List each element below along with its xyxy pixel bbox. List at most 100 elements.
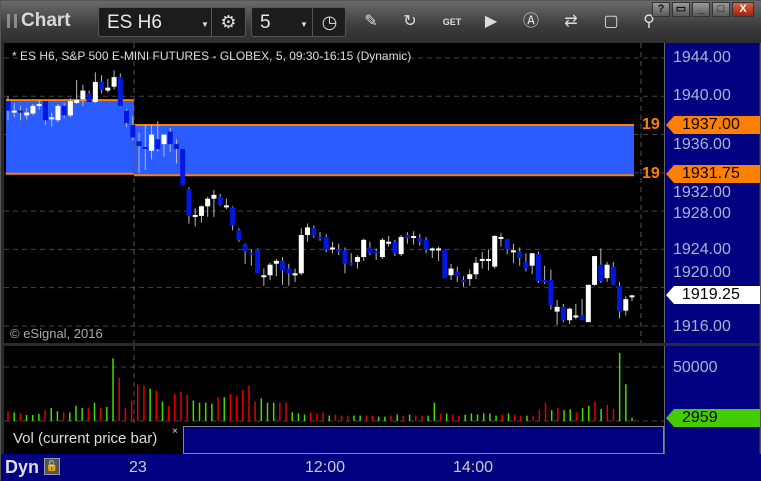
candle-body (629, 295, 635, 298)
candle-body (379, 239, 385, 258)
price-label: 1932.00 (673, 184, 731, 201)
candle-body (473, 262, 479, 275)
candle-body (117, 77, 123, 106)
candle-body (354, 257, 360, 262)
candle-body (74, 100, 80, 103)
candle-body (217, 196, 223, 205)
candle-body (485, 258, 491, 261)
chevron-down-icon: ▼ (201, 20, 209, 29)
candle-body (579, 315, 585, 321)
candle-body (61, 105, 67, 116)
price-axis[interactable]: 1944.00 1940.00 1936.00 1932.00 1928.00 … (664, 43, 760, 343)
candle-body (398, 236, 404, 255)
candle-body (86, 93, 92, 103)
price-label: 1944.00 (673, 49, 731, 66)
candle-body (342, 250, 348, 264)
candle-body (329, 247, 335, 250)
maximize-button[interactable]: □ (712, 2, 730, 17)
candle-body (542, 280, 548, 283)
candle-body (124, 110, 130, 124)
candle-body (479, 258, 485, 261)
price-label: 1924.00 (673, 241, 731, 258)
restore-button[interactable]: ▭ (672, 2, 690, 17)
candle-body (24, 112, 30, 116)
candle-body (280, 260, 286, 271)
candle-body (567, 308, 573, 321)
copyright: © eSignal, 2016 (10, 326, 103, 341)
time-label: 14:00 (453, 459, 494, 476)
zone-box (134, 124, 634, 176)
candle-body (5, 101, 11, 111)
candle-body (461, 280, 467, 283)
candle-body (198, 206, 204, 216)
symbol-dropdown[interactable]: ES H6 ▼ ⚙ (98, 7, 246, 37)
close-study-icon[interactable]: × (172, 426, 183, 454)
time-axis[interactable]: Dyn 🔓 23 12:00 14:00 (1, 454, 761, 481)
window-title: Chart (21, 10, 71, 31)
candle-body (560, 306, 566, 321)
time-mode[interactable]: Dyn (5, 457, 40, 477)
close-button[interactable]: X (732, 2, 754, 17)
candle-body (448, 268, 454, 276)
time-label: 12:00 (305, 459, 346, 476)
help-button[interactable]: ? (652, 2, 670, 17)
link-icon[interactable]: ⇄ (564, 13, 578, 30)
candle-body (186, 189, 192, 216)
get-icon[interactable]: GET (442, 17, 462, 27)
zone-price-tag: 1937.00 (666, 116, 760, 134)
volume-study-label: Vol (current price bar) (4, 426, 172, 454)
candle-body (236, 230, 242, 240)
candle-body (392, 241, 398, 254)
minimize-button[interactable]: _ (692, 2, 710, 17)
candlestick-plot (4, 43, 664, 343)
candle-body (111, 77, 117, 87)
candle-body (49, 117, 55, 120)
pin-icon[interactable]: ⚲ (643, 13, 655, 30)
candle-body (67, 101, 73, 116)
candle-body (11, 110, 17, 113)
zone-label-top: 19 (642, 116, 660, 133)
volume-pane[interactable] (4, 346, 664, 426)
candle-body (130, 124, 136, 138)
candle-body (498, 236, 504, 239)
candle-body (42, 101, 48, 121)
interval-dropdown[interactable]: 5 ▼ ◷ (251, 7, 346, 37)
candle-body (504, 238, 510, 250)
price-label: 1928.00 (673, 205, 731, 222)
candle-body (248, 253, 254, 256)
candle-body (36, 103, 42, 106)
candle-body (436, 248, 442, 251)
refresh-icon[interactable]: ↻ (403, 13, 417, 30)
candle-body (223, 205, 229, 208)
candle-body (298, 235, 304, 274)
price-label: 1936.00 (673, 136, 731, 153)
candle-body (323, 236, 329, 250)
clock-icon[interactable]: ◷ (312, 8, 346, 36)
candle-body (404, 235, 410, 238)
price-chart[interactable]: * ES H6, S&P 500 E-MINI FUTURES - GLOBEX… (4, 43, 664, 343)
alert-icon[interactable]: Ⓐ (522, 13, 539, 30)
candle-body (267, 264, 273, 276)
candle-body (155, 139, 161, 149)
candle-body (610, 266, 616, 285)
study-label-bar (183, 426, 664, 454)
candle-body (336, 249, 342, 252)
candle-body (361, 239, 367, 258)
candle-body (592, 256, 598, 285)
lock-icon[interactable]: 🔓 (44, 458, 60, 475)
candle-body (273, 260, 279, 264)
volume-axis[interactable]: 50000 2959 (664, 346, 760, 454)
candle-body (167, 131, 173, 145)
candle-body (386, 241, 392, 244)
candle-body (348, 262, 354, 265)
play-icon[interactable]: ▶ (484, 13, 498, 30)
last-volume-tag: 2959 (666, 409, 760, 427)
pencil-icon[interactable]: ✎ (364, 13, 378, 30)
volume-tick-label: 50000 (673, 359, 718, 376)
comment-icon[interactable]: ▢ (603, 13, 619, 30)
settings-icon[interactable]: ⚙ (211, 8, 245, 36)
candle-body (142, 147, 148, 150)
candle-body (205, 198, 211, 207)
drag-grip-icon[interactable] (7, 14, 17, 28)
